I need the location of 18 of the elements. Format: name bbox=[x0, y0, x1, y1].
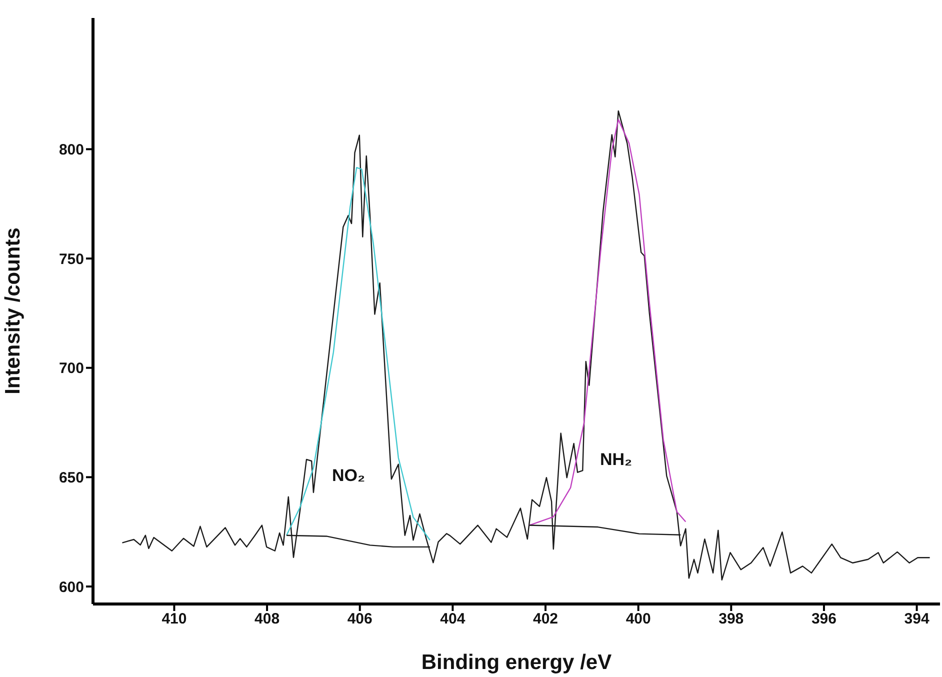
x-tick-label: 396 bbox=[811, 610, 836, 628]
x-tick-label: 408 bbox=[254, 610, 280, 628]
x-tick-label: 400 bbox=[626, 610, 651, 628]
y-tick-label: 750 bbox=[58, 250, 84, 268]
x-tick-label: 406 bbox=[347, 610, 372, 628]
x-tick-label: 398 bbox=[718, 610, 744, 628]
x-tick-label: 402 bbox=[532, 610, 558, 628]
x-tick-label: 404 bbox=[440, 610, 466, 628]
annotation: NO₂ bbox=[332, 466, 366, 486]
y-tick-label: 800 bbox=[58, 142, 84, 159]
annotation: NH₂ bbox=[600, 450, 632, 470]
y-axis-title: Intensity /counts bbox=[1, 228, 24, 394]
x-tick-label: 410 bbox=[162, 610, 187, 628]
x-axis-title: Binding energy /eV bbox=[421, 651, 612, 674]
x-tick-label: 394 bbox=[904, 610, 930, 628]
y-tick-label: 600 bbox=[58, 578, 84, 596]
y-tick-label: 700 bbox=[58, 360, 84, 378]
y-tick-label: 650 bbox=[58, 470, 84, 487]
